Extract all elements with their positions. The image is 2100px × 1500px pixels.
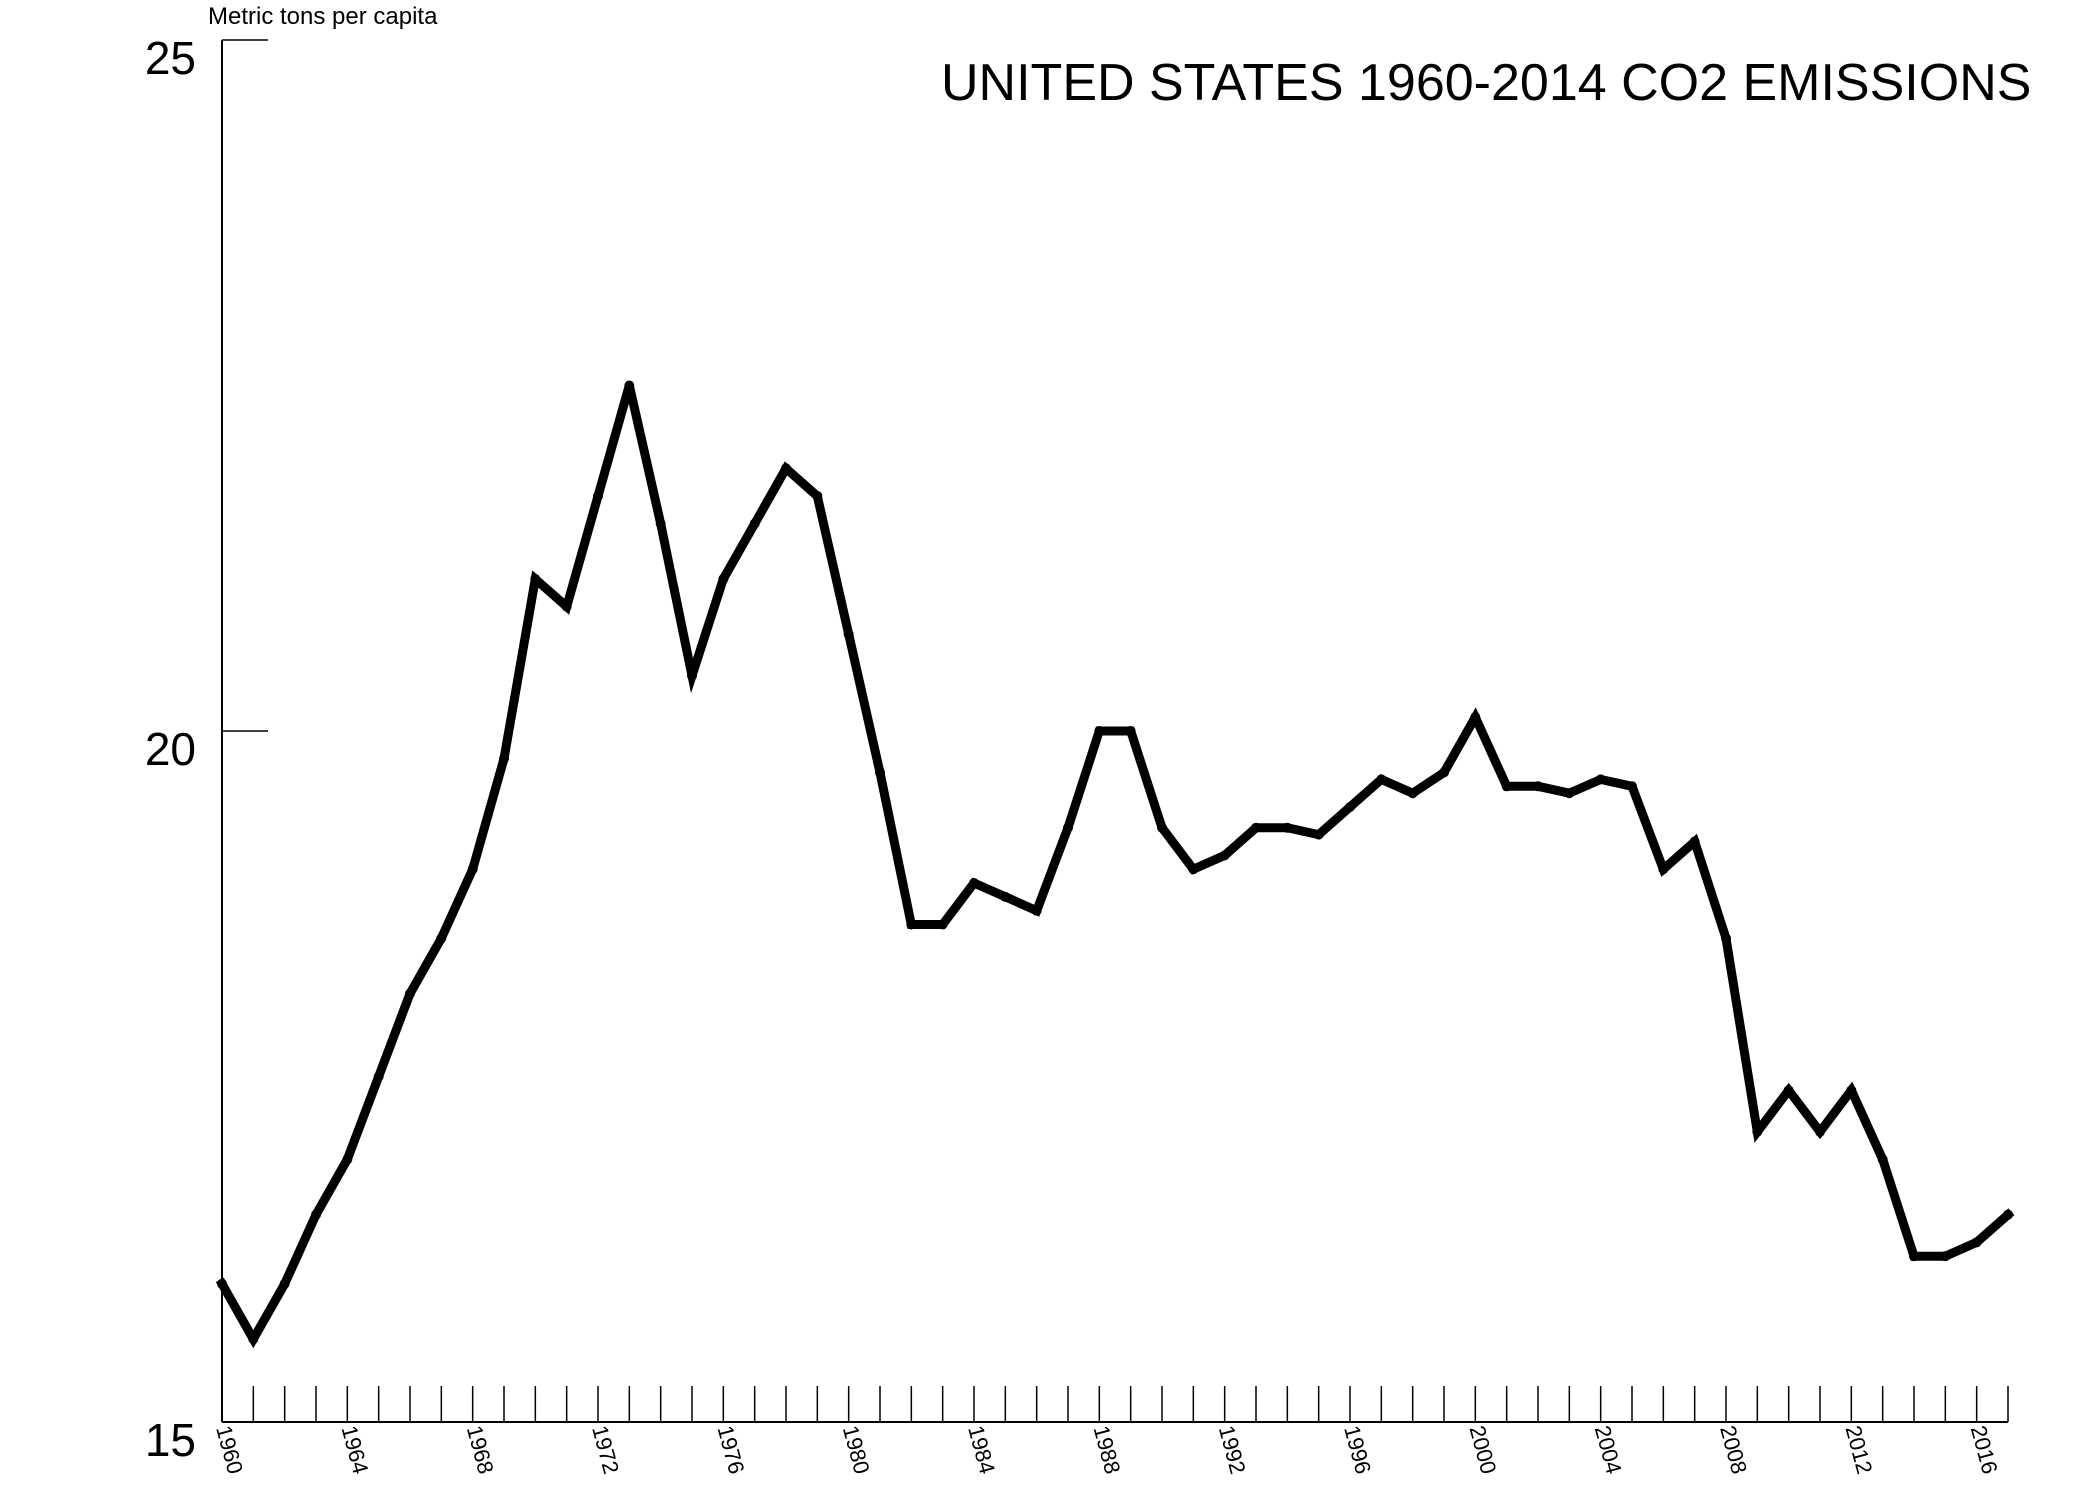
data-point [1783, 1085, 1794, 1096]
data-point [969, 878, 979, 889]
x-tick-label: 1968 [462, 1423, 499, 1477]
data-point [1157, 822, 1167, 833]
x-tick-label: 1972 [587, 1423, 624, 1477]
data-point [624, 380, 635, 391]
data-point [843, 629, 854, 640]
data-point [311, 1209, 321, 1220]
x-tick-label: 1988 [1089, 1423, 1126, 1477]
data-point [1031, 905, 1042, 916]
data-point [1407, 788, 1418, 799]
data-point [906, 919, 917, 930]
data-point [1470, 712, 1481, 723]
series-group [215, 380, 2015, 1349]
data-point [1627, 781, 1637, 792]
data-point [593, 491, 603, 502]
x-tick-label: 2012 [1841, 1423, 1878, 1477]
data-point [1125, 726, 1136, 736]
data-point [1282, 822, 1293, 833]
data-point [1940, 1251, 1951, 1262]
data-point [499, 753, 509, 764]
data-point [937, 919, 948, 930]
data-point [1313, 829, 1324, 840]
x-axis-ticks: 1960 1964 1968 1972 1976 1980 1984 1988 1992 1996… [211, 1386, 2009, 1477]
x-tick-label: 1980 [838, 1423, 875, 1477]
data-point [749, 518, 760, 529]
data-point [1376, 774, 1387, 785]
x-tick-label: 1992 [1214, 1423, 1251, 1477]
y-tick-label: 15 [145, 1414, 196, 1466]
y-tick-label: 20 [145, 723, 196, 775]
x-tick-label: 1996 [1339, 1423, 1376, 1477]
x-tick-label: 1964 [337, 1423, 374, 1477]
data-point [1877, 1154, 1888, 1165]
data-point [2003, 1209, 2013, 1220]
x-tick-label: 2000 [1465, 1423, 1502, 1477]
chart-title: UNITED STATES 1960-2014 CO2 EMISSIONS [941, 54, 2031, 112]
x-tick-label: 2016 [1966, 1423, 2003, 1477]
y-tick-label: 25 [145, 32, 196, 84]
data-point [1094, 726, 1105, 736]
data-point [812, 491, 823, 502]
data-point [1439, 767, 1449, 778]
data-point [467, 864, 478, 875]
data-point [530, 573, 541, 584]
y-axis-ticks: 15 20 25 [145, 32, 268, 1466]
data-point [1595, 774, 1606, 785]
data-point [248, 1334, 259, 1345]
x-tick-label: 2008 [1715, 1423, 1752, 1477]
y-axis-unit-label: Metric tons per capita [208, 3, 438, 30]
data-point [279, 1278, 290, 1289]
data-point [1188, 864, 1199, 875]
data-point [1000, 891, 1011, 902]
data-point [1501, 781, 1512, 792]
data-point [1689, 836, 1700, 847]
data-point [561, 601, 572, 612]
data-point [687, 670, 697, 681]
data-point [1846, 1085, 1857, 1096]
data-point [1063, 822, 1073, 833]
data-point [1533, 781, 1543, 792]
data-point [1345, 802, 1355, 813]
data-point [875, 767, 885, 778]
data-point [1721, 933, 1731, 944]
x-tick-label: 1984 [963, 1423, 1000, 1477]
data-point [655, 518, 666, 529]
data-point [1815, 1126, 1825, 1137]
data-point [718, 573, 729, 584]
x-tick-label: 1960 [211, 1423, 248, 1477]
x-tick-label: 1976 [713, 1423, 750, 1477]
data-point [1564, 788, 1575, 799]
data-point [781, 463, 791, 474]
data-point [1971, 1237, 1982, 1248]
data-point [1752, 1126, 1763, 1137]
data-point [1219, 850, 1230, 861]
data-point [1251, 822, 1261, 833]
data-point [342, 1154, 353, 1165]
data-point [405, 988, 415, 999]
data-point [217, 1278, 227, 1289]
data-point [1658, 864, 1669, 875]
emissions-line [215, 384, 2015, 1349]
x-tick-label: 2004 [1590, 1423, 1627, 1477]
data-point [1909, 1251, 1919, 1262]
data-point [373, 1071, 384, 1082]
data-point [436, 933, 447, 944]
